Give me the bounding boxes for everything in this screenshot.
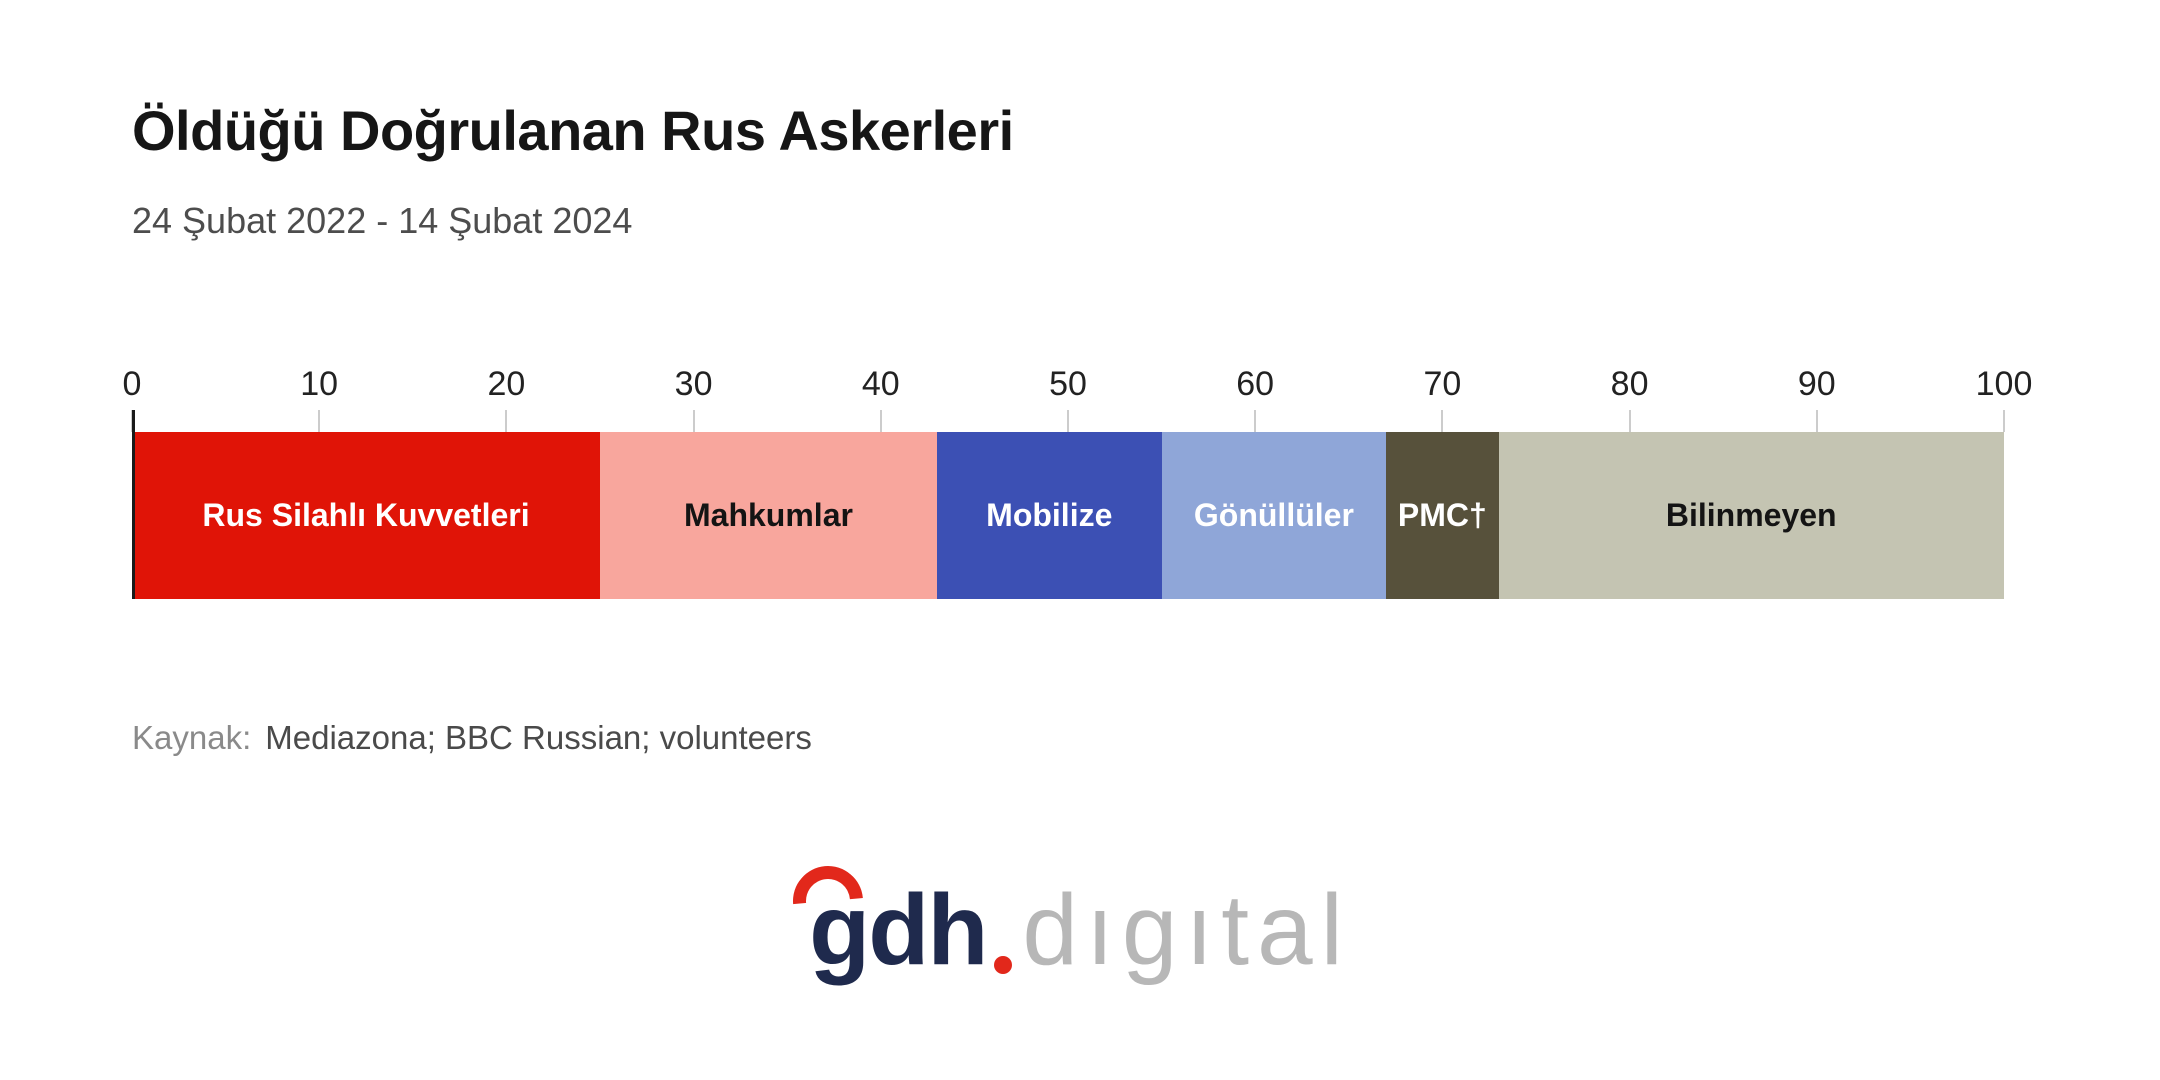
- axis-tick-mark: [2003, 409, 2005, 432]
- axis-tick-mark: [692, 409, 695, 432]
- bar-segment-4: PMC†: [1386, 431, 1499, 599]
- bar-segment-label: Gönüllüler: [1193, 496, 1354, 533]
- source-line: Kaynak: Mediazona; BBC Russian; volunteer…: [132, 719, 2028, 757]
- axis-ticks: 0 10 20 30 40 50 60 70 80 90 100: [123, 360, 2032, 432]
- axis-tick-mark: [879, 409, 882, 432]
- bar-segment-3: Gönüllüler: [1161, 431, 1387, 599]
- bar-segment-0: Rus Silahlı Kuvvetleri: [132, 431, 600, 599]
- logo-dot-icon: [994, 956, 1013, 974]
- bar-segment-label: Rus Silahlı Kuvvetleri: [202, 496, 530, 533]
- axis-tick-label: 10: [300, 364, 339, 403]
- bar-segment-label: PMC†: [1397, 496, 1487, 533]
- bar-segment-label: Bilinmeyen: [1665, 496, 1837, 533]
- axis-tick-label: 70: [1423, 364, 1462, 403]
- chart-subtitle: 24 Şubat 2022 - 14 Şubat 2024: [132, 199, 633, 241]
- chart-title: Öldüğü Doğrulanan Rus Askerleri: [132, 99, 1014, 162]
- axis-tick-label: 0: [122, 364, 142, 403]
- source-label: Kaynak:: [132, 718, 252, 756]
- bar-segment-label: Mahkumlar: [684, 496, 853, 533]
- footer-logo-row: gdh dıgıtal: [0, 851, 2160, 986]
- axis-tick-mark: [1628, 409, 1631, 432]
- bar-segment-2: Mobilize: [936, 431, 1162, 599]
- gdh-digital-logo: gdh dıgıtal: [778, 851, 1351, 986]
- logo-text-secondary: dıgıtal: [1022, 874, 1351, 986]
- bar-segment-5: Bilinmeyen: [1498, 431, 2004, 599]
- axis-tick-mark: [1815, 409, 1818, 432]
- axis-tick-label: 30: [674, 364, 713, 403]
- axis-tick-label: 80: [1610, 364, 1649, 403]
- axis-tick-mark: [1067, 409, 1069, 432]
- source-text: Mediazona; BBC Russian; volunteers: [265, 718, 812, 756]
- stacked-bar-chart: 0 10 20 30 40 50 60 70 80 90 100 Rus Silahlı Kuvve…: [123, 360, 2032, 599]
- bar-segment-1: Mahkumlar: [600, 431, 937, 599]
- axis-tick-label: 50: [1049, 364, 1087, 403]
- axis-tick-label: 100: [1975, 364, 2033, 403]
- bar-segment-label: Mobilize: [986, 496, 1113, 533]
- axis-tick-label: 40: [861, 364, 900, 403]
- axis-tick-mark: [1441, 409, 1444, 432]
- axis-tick-mark: [505, 409, 508, 432]
- logo-text-main: gdh: [809, 874, 988, 986]
- axis-tick-label: 90: [1797, 364, 1836, 403]
- axis-tick-mark: [1254, 409, 1257, 432]
- axis-tick-label: 60: [1236, 364, 1275, 403]
- axis-tick-mark: [318, 409, 321, 432]
- axis-tick-label: 20: [487, 364, 526, 403]
- axis-zero-line: [132, 409, 135, 599]
- stacked-bar: Rus Silahlı Kuvvetleri Mahkumlar Mobilize G…: [132, 409, 2004, 599]
